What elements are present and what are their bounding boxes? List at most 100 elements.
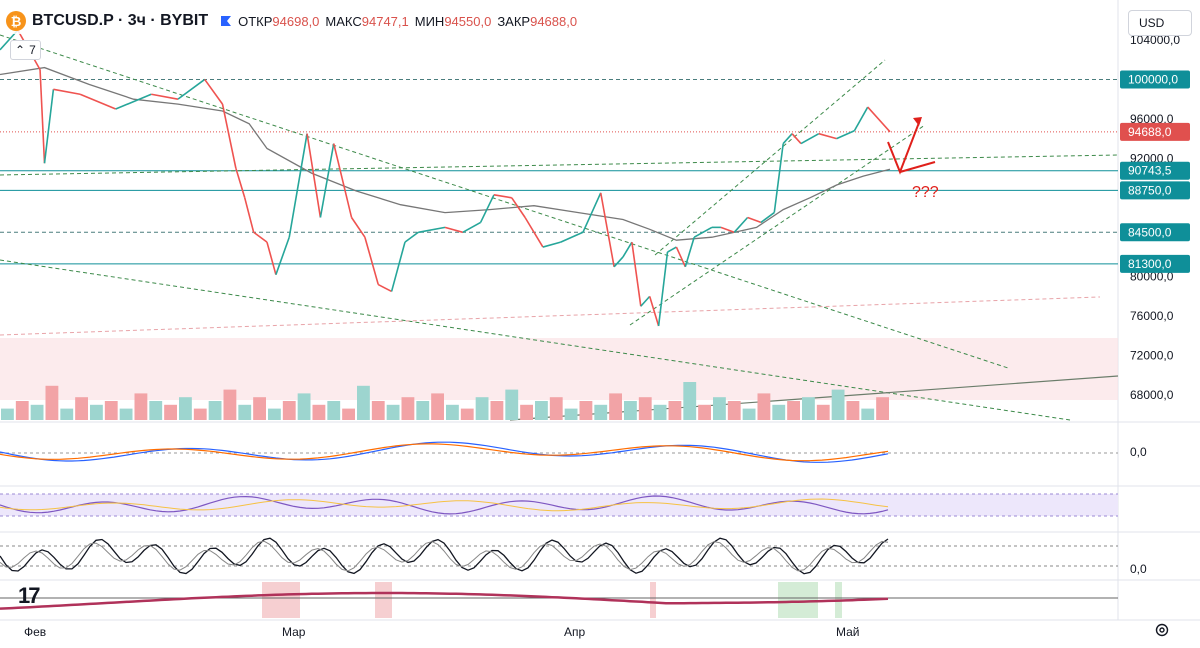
price-segment — [204, 78, 224, 105]
price-segment — [479, 194, 495, 223]
price-badge-label: 90743,5 — [1128, 164, 1172, 178]
volume-bar — [638, 397, 652, 420]
volume-bar — [624, 401, 637, 420]
price-segment — [151, 93, 179, 100]
price-segment — [266, 241, 277, 275]
x-axis-label: Апр — [564, 625, 586, 639]
price-segment — [693, 226, 713, 238]
price-segment — [390, 241, 406, 292]
volume-bar — [831, 389, 845, 420]
open-label: ОТКР — [238, 13, 273, 29]
volume-bar — [446, 404, 459, 420]
stoch-k-line — [0, 537, 889, 575]
indicators-count: 7 — [29, 43, 36, 57]
currency-label: USD — [1139, 16, 1165, 30]
volume-bar — [579, 401, 593, 420]
price-segment — [667, 246, 677, 253]
y-tick-label: 68000,0 — [1130, 388, 1174, 402]
volume-bar — [371, 401, 385, 420]
currency-button[interactable]: USD — [1128, 10, 1192, 36]
volume-bar — [802, 397, 815, 420]
trendline — [0, 34, 1009, 369]
volume-bar — [253, 397, 266, 420]
trendline — [0, 259, 1071, 421]
volume-bar — [238, 404, 252, 420]
price-segment — [818, 132, 837, 140]
price-segment — [853, 106, 869, 132]
price-badge — [1120, 181, 1190, 200]
settings-icon[interactable] — [1154, 622, 1170, 638]
volume-bar — [772, 404, 786, 420]
volume-bar — [653, 404, 667, 420]
price-segment — [493, 194, 512, 199]
low-value: 94550,0 — [444, 13, 492, 29]
rsi-line — [0, 495, 889, 515]
volume-bar — [149, 401, 163, 420]
trendline — [654, 59, 886, 256]
volume-bar — [1, 408, 14, 420]
trendline — [0, 296, 1101, 336]
price-segment — [599, 192, 615, 267]
price-segment — [867, 106, 891, 133]
price-segment — [43, 89, 55, 164]
price-segment — [582, 192, 602, 233]
price-segment — [542, 241, 561, 248]
price-badge-label: 84500,0 — [1128, 225, 1172, 239]
y-tick-label: 72000,0 — [1130, 349, 1174, 363]
price-badge-label: 81300,0 — [1128, 257, 1172, 271]
volume-bar — [30, 404, 44, 420]
volume-bar — [164, 404, 177, 420]
supply-zone — [0, 338, 1118, 400]
price-segment — [760, 211, 775, 224]
price-segment — [115, 93, 152, 110]
symbol-title[interactable]: BTCUSD.P · 3ч · BYBIT — [32, 12, 209, 29]
trend-zone — [262, 582, 300, 618]
volume-bar — [742, 408, 756, 420]
volume-bar — [193, 408, 207, 420]
stoch-d-line — [0, 540, 889, 572]
volume-bar — [282, 401, 296, 420]
price-segment — [243, 197, 255, 233]
price-segment — [288, 133, 308, 238]
volume-bar — [401, 397, 415, 420]
high-label: МАКС — [325, 13, 362, 29]
flag-icon[interactable] — [220, 15, 232, 27]
price-badge-label: 100000,0 — [1128, 72, 1178, 86]
volume-bar — [297, 393, 311, 420]
price-segment — [524, 217, 544, 248]
volume-bar — [460, 408, 474, 420]
price-segment — [39, 69, 46, 164]
volume-bar — [357, 385, 370, 420]
annotation-arrow-side — [899, 161, 936, 173]
volume-bar — [119, 408, 133, 420]
indicators-toggle[interactable]: ⌃ 7 — [10, 40, 41, 60]
volume-bar — [683, 382, 697, 420]
price-segment — [836, 129, 855, 140]
price-segment — [800, 132, 820, 145]
price-segment — [221, 103, 237, 169]
macd-axis-label: 0,0 — [1130, 445, 1147, 459]
trendline — [629, 124, 926, 326]
price-segment — [733, 216, 749, 233]
volume-bar — [727, 401, 741, 420]
volume-bar — [416, 401, 430, 420]
volume-bar — [564, 408, 578, 420]
price-segment — [560, 231, 584, 243]
x-axis-label: Фев — [24, 625, 46, 639]
trend-zone — [650, 582, 656, 618]
volume-bar — [861, 408, 875, 420]
macd-line — [0, 441, 889, 463]
bitcoin-icon: ₿ — [6, 11, 26, 31]
price-segment — [418, 226, 446, 234]
price-segment — [306, 133, 322, 218]
volume-bar — [386, 404, 400, 420]
volume-bar — [223, 389, 237, 420]
volume-bar — [475, 397, 489, 420]
price-segment — [275, 236, 291, 275]
price-segment — [782, 133, 793, 145]
price-badge-label: 94688,0 — [1128, 125, 1172, 139]
volume-bar — [90, 404, 103, 420]
low-label: МИН — [414, 13, 445, 29]
